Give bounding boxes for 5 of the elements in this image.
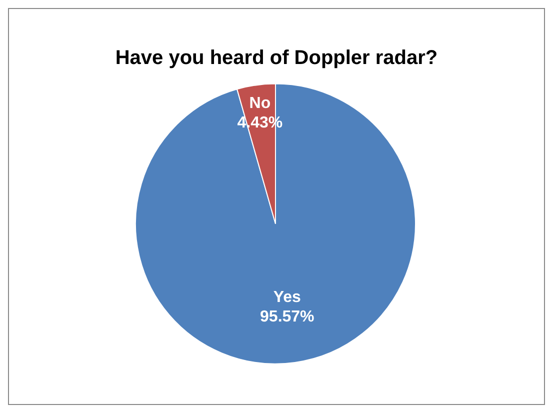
pie-slice (135, 83, 416, 364)
chart-title: Have you heard of Doppler radar? (114, 47, 439, 70)
slice-label: No (249, 95, 271, 112)
data-label: 95.57% (260, 308, 314, 326)
slice-label: Yes (273, 289, 302, 306)
